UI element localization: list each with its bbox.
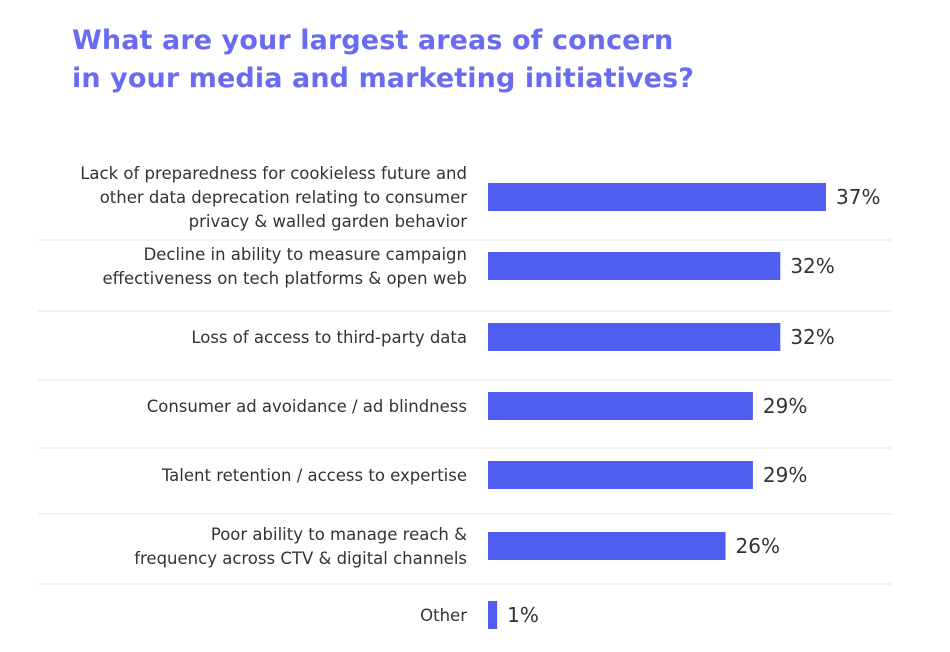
value-label: 37% [836,185,880,209]
category-label-line: frequency across CTV & digital channels [134,549,467,568]
bar [488,461,753,489]
category-label-line: Decline in ability to measure campaign [144,245,467,264]
category-label-line: Talent retention / access to expertise [161,466,467,485]
value-label: 1% [507,603,539,627]
category-label-line: Consumer ad avoidance / ad blindness [147,397,467,416]
category-label-line: Loss of access to third-party data [191,328,467,347]
category-label: Lack of preparedness for cookieless futu… [80,164,467,231]
category-label-line: effectiveness on tech platforms & open w… [102,269,467,288]
category-label-line: other data deprecation relating to consu… [100,188,468,207]
category-label: Consumer ad avoidance / ad blindness [147,397,467,416]
category-label: Other [420,606,467,625]
chart-title-line-2: in your media and marketing initiatives? [72,63,695,94]
category-label-line: Lack of preparedness for cookieless futu… [80,164,467,183]
value-label: 29% [763,394,807,418]
bar [488,532,726,560]
category-label: Loss of access to third-party data [191,328,467,347]
category-label: Decline in ability to measure campaign ef… [102,245,467,288]
chart-title: What are your largest areas of concern i… [72,22,832,98]
bar [488,183,826,211]
value-label: 32% [790,254,834,278]
category-label-line: Other [420,606,467,625]
chart-title-line-1: What are your largest areas of concern [72,25,674,56]
category-label-line: Poor ability to manage reach & [211,525,467,544]
value-label: 29% [763,463,807,487]
bar [488,323,781,351]
category-label-line: privacy & walled garden behavior [189,212,468,231]
value-label: 26% [736,534,780,558]
bar [488,601,498,629]
category-label: Poor ability to manage reach & frequency … [134,525,467,568]
value-label: 32% [790,325,834,349]
bar [488,392,753,420]
bar [488,252,781,280]
category-label: Talent retention / access to expertise [161,466,467,485]
